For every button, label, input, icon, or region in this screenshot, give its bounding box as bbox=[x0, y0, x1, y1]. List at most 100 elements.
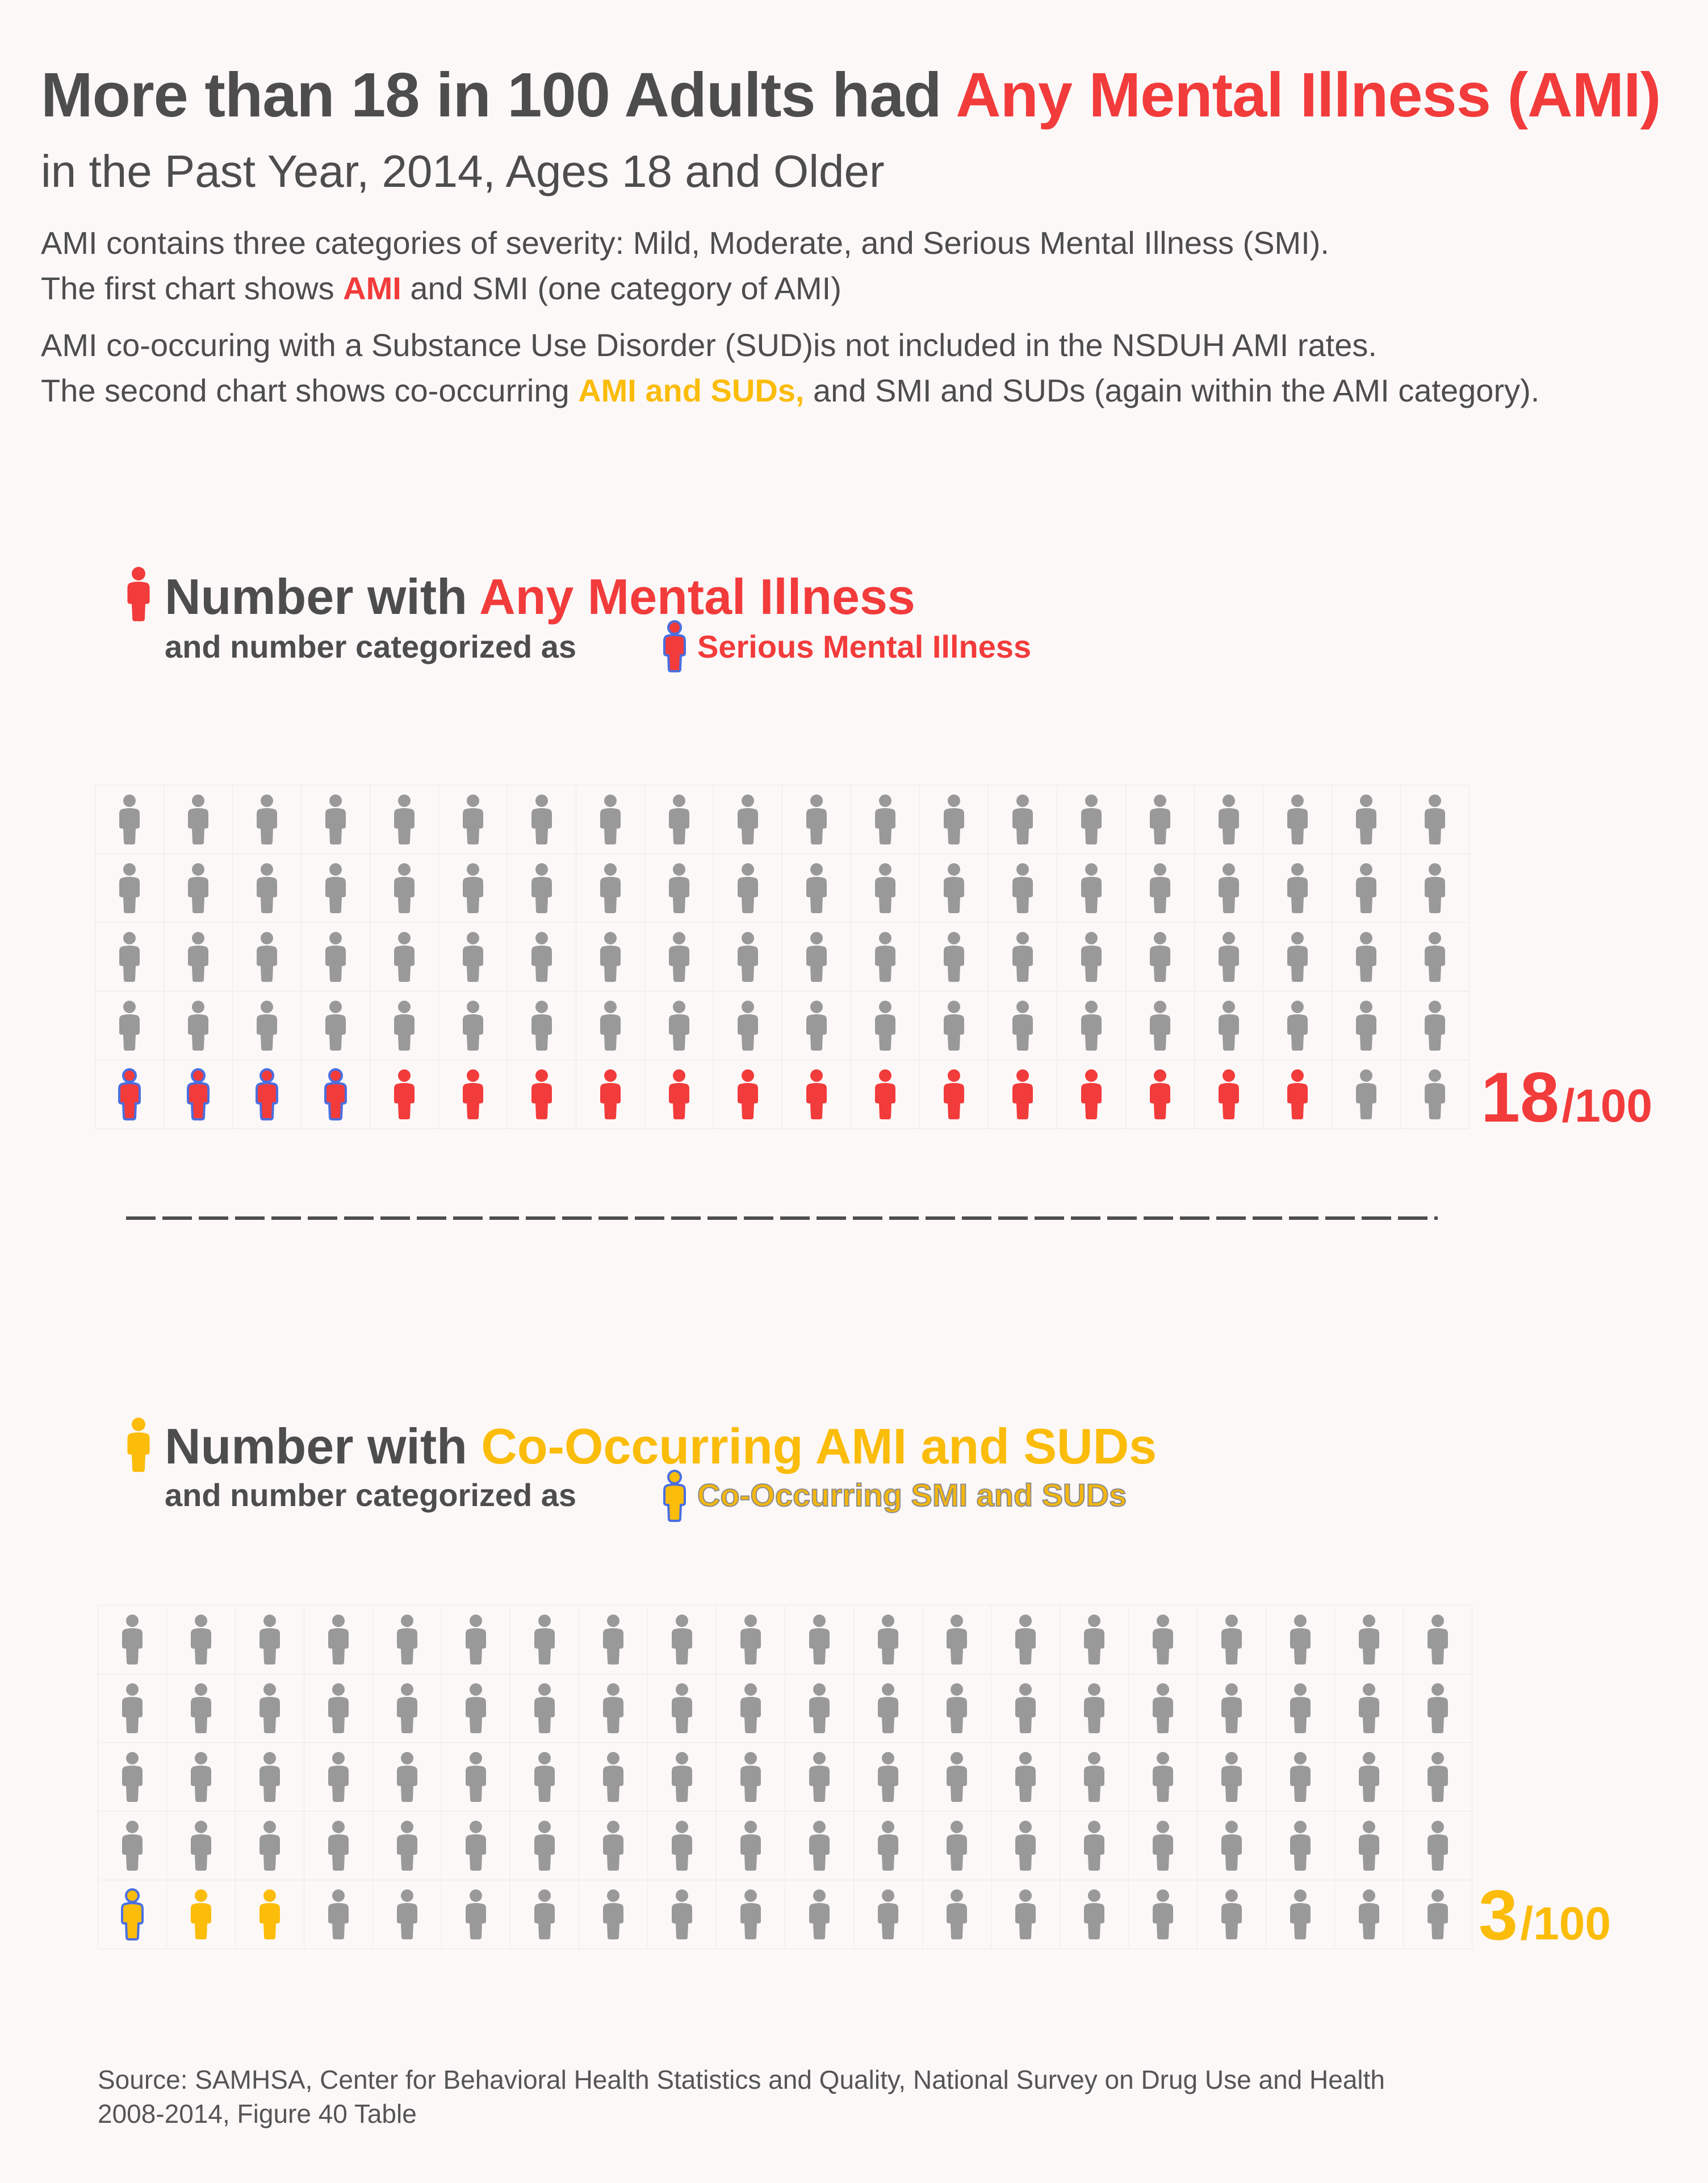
grid-cell bbox=[373, 1674, 442, 1743]
person-icon bbox=[806, 794, 827, 844]
grid-cell bbox=[1332, 785, 1401, 854]
person-icon bbox=[806, 863, 827, 913]
grid-cell bbox=[508, 785, 576, 854]
chart1-title-highlight: Any Mental Illness bbox=[479, 568, 915, 625]
person-icon bbox=[738, 932, 758, 982]
person-icon bbox=[1081, 794, 1102, 844]
grid-cell bbox=[98, 1674, 167, 1743]
grid-cell bbox=[370, 854, 439, 923]
person-icon bbox=[534, 1615, 555, 1665]
person-icon bbox=[603, 1821, 623, 1871]
grid-cell bbox=[304, 1743, 373, 1812]
grid-cell bbox=[1335, 1743, 1404, 1812]
person-icon bbox=[1221, 1615, 1242, 1665]
grid-cell bbox=[991, 1743, 1060, 1812]
grid-cell bbox=[920, 785, 989, 854]
grid-cell bbox=[1266, 1880, 1335, 1949]
grid-cell bbox=[370, 992, 439, 1060]
grid-cell bbox=[1401, 1060, 1470, 1129]
person-icon bbox=[740, 1821, 761, 1871]
person-icon bbox=[738, 794, 758, 844]
grid-cell bbox=[304, 1880, 373, 1949]
person-icon bbox=[669, 794, 689, 844]
person-icon bbox=[1221, 1683, 1242, 1733]
person-icon bbox=[875, 932, 895, 982]
person-icon bbox=[947, 1615, 967, 1665]
grid-cell bbox=[648, 1674, 717, 1743]
grid-cell bbox=[167, 1812, 236, 1880]
person-icon bbox=[188, 1001, 208, 1051]
grid-cell bbox=[851, 854, 920, 923]
chart2-subtitle-icon bbox=[663, 1470, 686, 1525]
person-icon bbox=[122, 1752, 143, 1802]
person-icon bbox=[1287, 794, 1308, 844]
grid-cell bbox=[508, 854, 576, 923]
grid-cell bbox=[989, 1060, 1057, 1129]
person-icon bbox=[1084, 1683, 1104, 1733]
grid-cell bbox=[851, 923, 920, 992]
person-icon bbox=[466, 1683, 486, 1733]
grid-cell bbox=[579, 1812, 648, 1880]
person-icon-highlighted bbox=[259, 1889, 280, 1939]
person-icon bbox=[944, 932, 964, 982]
chart2-title-prefix: Number with bbox=[165, 1418, 482, 1474]
person-icon bbox=[1153, 1889, 1173, 1939]
chart2-count-number: 3 bbox=[1479, 1876, 1518, 1955]
person-icon bbox=[672, 1752, 692, 1802]
person-icon bbox=[947, 1683, 967, 1733]
person-icon bbox=[259, 1752, 280, 1802]
person-icon bbox=[809, 1752, 830, 1802]
grid-cell bbox=[645, 854, 714, 923]
person-icon bbox=[1290, 1889, 1311, 1939]
person-icon bbox=[191, 1752, 211, 1802]
grid-cell bbox=[510, 1812, 579, 1880]
person-icon bbox=[1081, 863, 1102, 913]
grid-cell bbox=[233, 1060, 302, 1129]
person-icon bbox=[394, 1001, 415, 1051]
grid-cell bbox=[923, 1880, 991, 1949]
grid-cell bbox=[1057, 992, 1126, 1060]
grid-cell bbox=[991, 1880, 1060, 1949]
grid-cell bbox=[991, 1812, 1060, 1880]
page-subtitle: in the Past Year, 2014, Ages 18 and Olde… bbox=[41, 146, 885, 196]
source-line-1: Source: SAMHSA, Center for Behavioral He… bbox=[98, 2065, 1385, 2094]
person-icon bbox=[531, 794, 552, 844]
grid-cell bbox=[1404, 1743, 1472, 1812]
grid-cell bbox=[920, 992, 989, 1060]
grid-cell bbox=[1332, 992, 1401, 1060]
person-icon bbox=[875, 863, 895, 913]
intro-paragraph-1: AMI contains three categories of severit… bbox=[41, 220, 1329, 311]
chart2-title: Number with Co-Occurring AMI and SUDs bbox=[165, 1417, 1157, 1475]
grid-cell bbox=[1263, 1060, 1332, 1129]
person-icon bbox=[1221, 1821, 1242, 1871]
person-icon bbox=[875, 794, 895, 844]
person-icon bbox=[1427, 1683, 1448, 1733]
grid-cell bbox=[714, 785, 782, 854]
grid-cell bbox=[510, 1605, 579, 1674]
person-icon-subcategory bbox=[118, 1068, 141, 1120]
grid-cell bbox=[1060, 1880, 1129, 1949]
chart2-pictogram-grid bbox=[98, 1605, 1472, 1949]
grid-cell bbox=[508, 923, 576, 992]
person-icon bbox=[1153, 1752, 1173, 1802]
grid-cell bbox=[370, 1060, 439, 1129]
person-icon bbox=[463, 794, 483, 844]
person-icon bbox=[466, 1752, 486, 1802]
grid-cell bbox=[717, 1674, 785, 1743]
grid-cell bbox=[1401, 785, 1470, 854]
person-icon bbox=[257, 932, 277, 982]
grid-cell bbox=[95, 785, 164, 854]
grid-cell bbox=[164, 1060, 233, 1129]
person-icon bbox=[1356, 794, 1376, 844]
grid-cell bbox=[782, 992, 851, 1060]
grid-cell bbox=[236, 1880, 304, 1949]
person-icon bbox=[1359, 1683, 1379, 1733]
grid-cell bbox=[1129, 1674, 1198, 1743]
person-icon bbox=[531, 1001, 552, 1051]
grid-cell bbox=[1057, 785, 1126, 854]
grid-cell bbox=[785, 1880, 854, 1949]
grid-cell bbox=[1401, 992, 1470, 1060]
person-icon bbox=[947, 1821, 967, 1871]
grid-cell bbox=[714, 992, 782, 1060]
grid-cell bbox=[1335, 1674, 1404, 1743]
